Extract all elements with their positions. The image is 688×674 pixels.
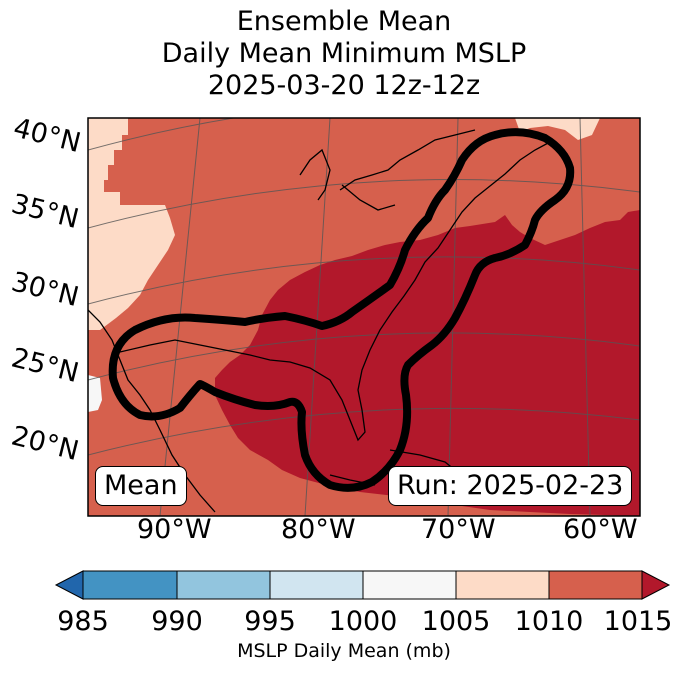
colorbar-tick-1005: 1005 bbox=[421, 606, 491, 637]
lon-label-80: 80°W bbox=[281, 514, 356, 545]
lon-label-70: 70°W bbox=[421, 514, 496, 545]
colorbar-extend-low bbox=[54, 570, 84, 600]
colorbar-tick-995: 995 bbox=[244, 606, 296, 637]
colorbar-tick-985: 985 bbox=[57, 606, 109, 637]
colorbar bbox=[54, 570, 671, 600]
pressure-1005-1010-northeast bbox=[515, 118, 600, 140]
lon-label-60: 60°W bbox=[563, 514, 638, 545]
colorbar-tick-1015: 1015 bbox=[603, 606, 673, 637]
pressure-1015-plus-region bbox=[215, 210, 640, 516]
colorbar-990-995 bbox=[176, 570, 271, 600]
title-line-1: Ensemble Mean bbox=[236, 6, 452, 37]
colorbar-985-990 bbox=[82, 570, 178, 600]
run-date-box: Run: 2025-02-23 bbox=[388, 466, 633, 506]
colorbar-tick-990: 990 bbox=[151, 606, 203, 637]
title-line-3: 2025-03-20 12z-12z bbox=[207, 70, 481, 101]
colorbar-tick-1010: 1010 bbox=[514, 606, 584, 637]
colorbar-tick-1000: 1000 bbox=[328, 606, 398, 637]
coastlines bbox=[88, 129, 551, 513]
mean-label-box: Mean bbox=[95, 466, 187, 506]
map-frame bbox=[87, 117, 641, 517]
lon-label-90: 90°W bbox=[137, 514, 212, 545]
pressure-1005-1010-west bbox=[88, 118, 175, 330]
colorbar-extend-high bbox=[641, 570, 671, 600]
title-line-2: Daily Mean Minimum MSLP bbox=[161, 38, 527, 69]
colorbar-1005-1010 bbox=[455, 570, 550, 600]
colorbar-1000-1005 bbox=[362, 570, 457, 600]
colorbar-label: MSLP Daily Mean (mb) bbox=[237, 640, 451, 662]
colorbar-1010-1015 bbox=[548, 570, 643, 600]
pressure-1000-1005-region bbox=[88, 375, 102, 412]
ensemble-outline-contour bbox=[108, 128, 575, 492]
colorbar-995-1000 bbox=[269, 570, 364, 600]
